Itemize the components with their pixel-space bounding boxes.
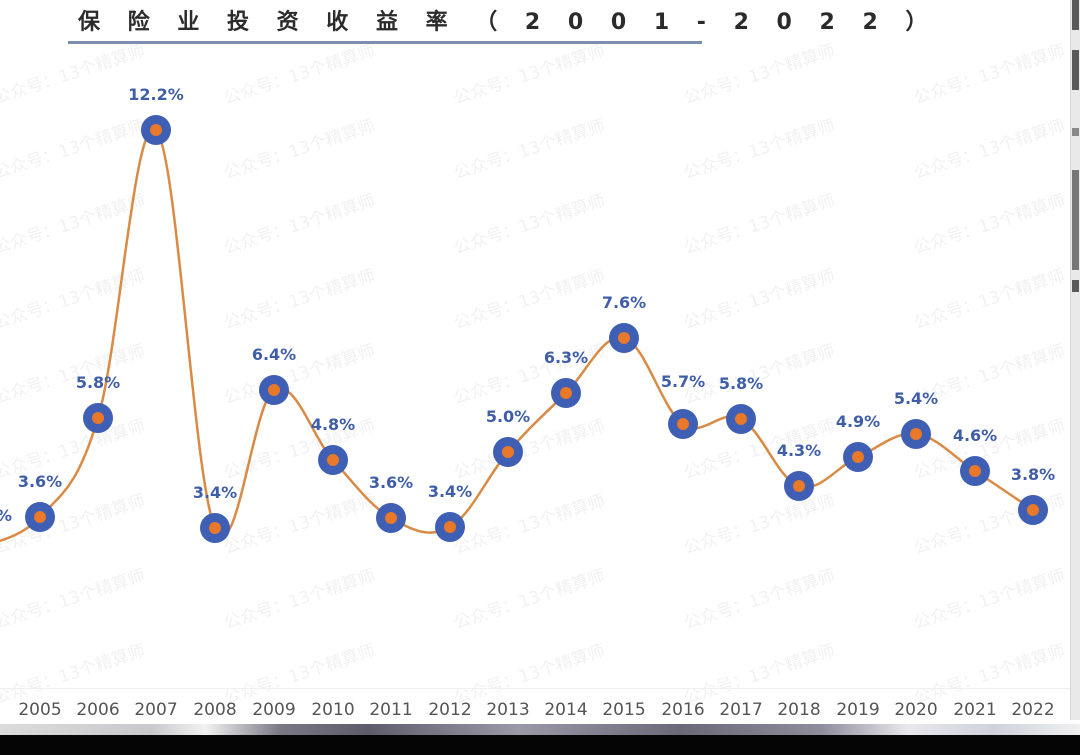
data-label-2021: 4.6% — [953, 426, 997, 445]
data-label-2008: 3.4% — [193, 483, 237, 502]
data-point-2006 — [83, 403, 113, 433]
data-label-2012: 3.4% — [428, 482, 472, 501]
data-label-2006: 5.8% — [76, 373, 120, 392]
data-point-2007 — [141, 115, 171, 145]
data-point-2014 — [551, 378, 581, 408]
title-underline — [68, 41, 702, 44]
data-point-2009 — [259, 375, 289, 405]
x-tick-2011: 2011 — [369, 700, 413, 720]
data-point-2005 — [25, 502, 55, 532]
x-axis-tick-labels: 4 20052006200720082009201020112012201320… — [0, 700, 1080, 724]
x-tick-2016: 2016 — [661, 700, 705, 720]
x-tick-2019: 2019 — [836, 700, 880, 720]
data-label-2013: 5.0% — [486, 407, 530, 426]
data-label-2009: 6.4% — [252, 345, 296, 364]
data-point-2008 — [200, 513, 230, 543]
x-tick-2014: 2014 — [544, 700, 588, 720]
series-line-path — [0, 127, 1034, 543]
x-tick-2020: 2020 — [894, 700, 938, 720]
data-point-2017 — [726, 404, 756, 434]
x-tick-2013: 2013 — [486, 700, 530, 720]
x-tick-2006: 2006 — [76, 700, 120, 720]
data-label-2010: 4.8% — [311, 415, 355, 434]
x-tick-2017: 2017 — [719, 700, 763, 720]
data-point-2019 — [843, 442, 873, 472]
data-label-2014: 6.3% — [544, 348, 588, 367]
data-point-2013 — [493, 437, 523, 467]
taskbar-thumbnail-strip — [0, 724, 1080, 735]
data-label-2022: 3.8% — [1011, 465, 1055, 484]
data-label-2018: 4.3% — [777, 441, 821, 460]
plot-baseline — [0, 688, 1070, 689]
data-point-2012 — [435, 512, 465, 542]
x-tick-2018: 2018 — [777, 700, 821, 720]
x-tick-2021: 2021 — [953, 700, 997, 720]
data-point-2011 — [376, 503, 406, 533]
window-edge-strip — [1070, 0, 1080, 720]
data-label-partial: % — [0, 506, 12, 525]
data-label-2016: 5.7% — [661, 372, 705, 391]
x-tick-2010: 2010 — [311, 700, 355, 720]
x-tick-2005: 2005 — [18, 700, 62, 720]
data-point-2015 — [609, 323, 639, 353]
x-tick-2007: 2007 — [134, 700, 178, 720]
data-label-2005: 3.6% — [18, 472, 62, 491]
x-tick-2012: 2012 — [428, 700, 472, 720]
data-point-2020 — [901, 419, 931, 449]
data-point-2021 — [960, 456, 990, 486]
x-tick-2008: 2008 — [193, 700, 237, 720]
data-label-2015: 7.6% — [602, 293, 646, 312]
data-point-2016 — [668, 409, 698, 439]
data-point-2022 — [1018, 495, 1048, 525]
x-tick-2022: 2022 — [1011, 700, 1055, 720]
series-line — [0, 127, 1034, 543]
data-label-2011: 3.6% — [369, 473, 413, 492]
x-tick-2015: 2015 — [602, 700, 646, 720]
chart-title: 保 险 业 投 资 收 益 率 （ 2 0 0 1 - 2 0 2 2 ） — [78, 10, 938, 35]
data-label-2017: 5.8% — [719, 374, 763, 393]
line-chart: 3.6% 5.8% 12.2% 3.4% 6.4% 4.8% 3.6% 3.4% 5.0% 6.3… — [0, 85, 1055, 543]
bottom-black-bar — [0, 735, 1080, 755]
data-markers — [25, 115, 1048, 543]
data-label-2007: 12.2% — [128, 85, 184, 104]
data-point-2018 — [784, 471, 814, 501]
data-label-2020: 5.4% — [894, 389, 938, 408]
data-labels: 3.6% 5.8% 12.2% 3.4% 6.4% 4.8% 3.6% 3.4% 5.0% 6.3… — [0, 85, 1055, 525]
data-point-2010 — [318, 445, 348, 475]
data-label-2019: 4.9% — [836, 412, 880, 431]
x-tick-2009: 2009 — [252, 700, 296, 720]
